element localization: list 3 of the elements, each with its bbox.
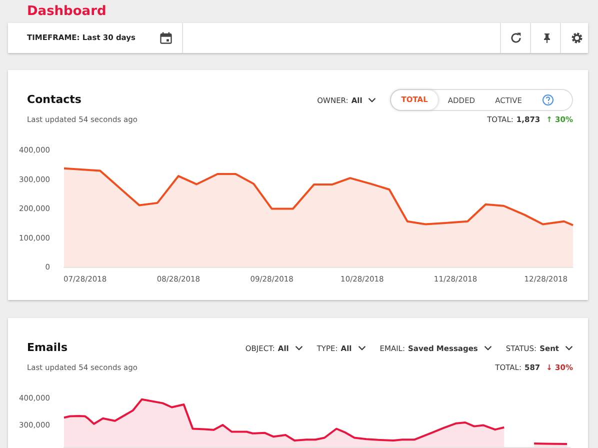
- text: Dashboard: [27, 4, 106, 19]
- chart-title: Contacts: [27, 93, 82, 106]
- chart-title: Emails: [27, 341, 68, 354]
